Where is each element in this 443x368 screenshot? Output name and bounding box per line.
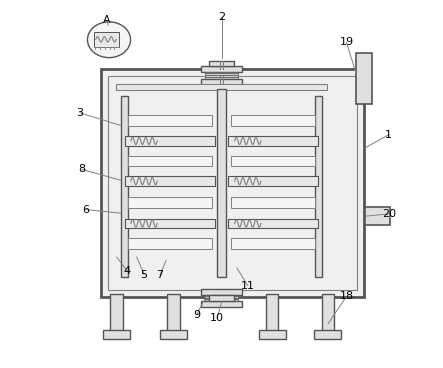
Bar (231, 115, 315, 126)
Ellipse shape (87, 22, 131, 58)
Bar (128, 115, 212, 126)
Bar (116, 84, 327, 90)
Bar (209, 295, 234, 301)
Bar (205, 298, 238, 300)
Bar (205, 301, 238, 303)
Bar (231, 197, 315, 208)
Bar (121, 96, 128, 277)
Text: 8: 8 (78, 164, 85, 174)
Bar (202, 289, 241, 295)
Bar (205, 71, 238, 73)
Bar (167, 294, 180, 333)
Bar (202, 301, 241, 307)
Bar (202, 66, 241, 71)
Text: 18: 18 (339, 291, 354, 301)
Text: 7: 7 (156, 270, 164, 280)
Text: 9: 9 (193, 310, 200, 320)
Bar (229, 176, 318, 186)
Bar (205, 79, 238, 81)
Bar (108, 76, 357, 290)
Bar (322, 294, 334, 333)
Bar (94, 32, 119, 47)
Bar (128, 197, 212, 208)
Bar (205, 300, 238, 301)
Text: 11: 11 (241, 280, 255, 290)
Text: A: A (103, 15, 110, 25)
Bar (209, 61, 234, 66)
Bar (259, 330, 286, 339)
Bar (356, 53, 372, 105)
Bar (128, 238, 212, 249)
Bar (231, 156, 315, 166)
Bar (160, 330, 187, 339)
Bar (103, 330, 130, 339)
Bar (205, 303, 238, 305)
Bar (229, 136, 318, 146)
Bar (365, 207, 389, 225)
Text: 1: 1 (385, 130, 392, 140)
Bar (205, 73, 238, 75)
Bar (125, 136, 214, 146)
Bar (315, 96, 322, 277)
Bar (202, 79, 241, 85)
Text: 20: 20 (382, 209, 396, 219)
Bar (205, 81, 238, 82)
Text: 2: 2 (218, 12, 225, 22)
Bar (314, 330, 341, 339)
Bar (125, 176, 214, 186)
Bar (205, 296, 238, 298)
Text: 10: 10 (210, 314, 224, 323)
Bar (110, 294, 123, 333)
Bar (217, 89, 226, 277)
Bar (128, 156, 212, 166)
Text: 6: 6 (82, 205, 89, 215)
Bar (205, 75, 238, 77)
Bar (101, 69, 364, 297)
Text: 19: 19 (339, 37, 354, 47)
Bar (231, 238, 315, 249)
Text: 3: 3 (76, 108, 83, 118)
Bar (266, 294, 279, 333)
Text: 4: 4 (124, 266, 131, 276)
Bar (125, 219, 214, 228)
Bar (205, 77, 238, 79)
Text: 5: 5 (140, 270, 148, 280)
Bar (229, 219, 318, 228)
